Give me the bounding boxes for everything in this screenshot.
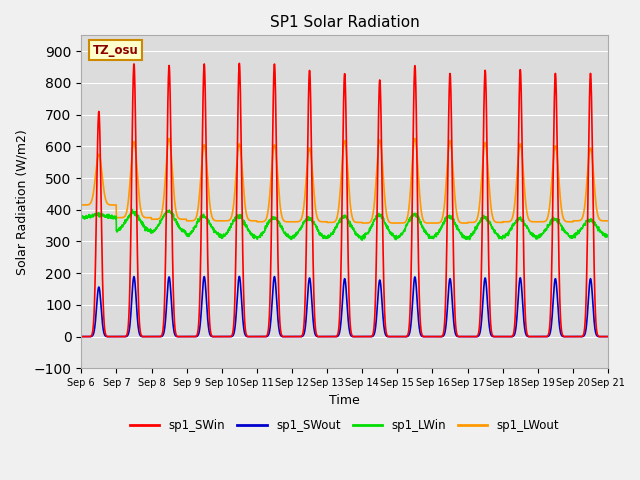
sp1_LWout — [558, 209, 566, 215]
sp1_SWout — [558, 333, 566, 338]
sp1_SWin — [77, 334, 85, 339]
sp1_LWout — [371, 189, 379, 194]
sp1_SWin — [498, 334, 506, 339]
sp1_SWout — [573, 334, 580, 339]
sp1_LWin — [498, 236, 506, 242]
sp1_SWin — [236, 60, 243, 66]
sp1_SWout — [236, 274, 243, 279]
sp1_LWin — [77, 214, 85, 220]
sp1_SWin — [360, 334, 367, 339]
sp1_SWout — [371, 326, 379, 332]
X-axis label: Time: Time — [330, 394, 360, 407]
sp1_LWout — [360, 220, 367, 226]
sp1_LWin — [372, 216, 380, 222]
sp1_LWin — [358, 237, 366, 243]
sp1_LWout — [604, 218, 612, 224]
Title: SP1 Solar Radiation: SP1 Solar Radiation — [270, 15, 420, 30]
sp1_LWin — [360, 234, 368, 240]
Line: sp1_SWout: sp1_SWout — [81, 276, 608, 336]
sp1_LWin — [604, 232, 612, 238]
Line: sp1_LWin: sp1_LWin — [81, 209, 608, 240]
sp1_SWout — [360, 334, 367, 339]
sp1_SWout — [498, 334, 506, 339]
sp1_LWout — [573, 218, 580, 224]
sp1_LWout — [225, 218, 232, 224]
Line: sp1_SWin: sp1_SWin — [81, 63, 608, 336]
sp1_SWin — [558, 329, 566, 335]
sp1_LWout — [464, 220, 472, 226]
sp1_SWin — [225, 334, 232, 339]
sp1_LWin — [558, 224, 566, 229]
sp1_SWout — [604, 334, 612, 339]
sp1_SWin — [371, 300, 379, 306]
sp1_LWin — [573, 230, 580, 236]
sp1_LWout — [498, 219, 506, 225]
sp1_SWin — [604, 334, 612, 339]
Y-axis label: Solar Radiation (W/m2): Solar Radiation (W/m2) — [15, 129, 28, 275]
sp1_SWout — [225, 334, 232, 339]
sp1_LWout — [165, 135, 173, 141]
sp1_SWout — [77, 334, 85, 339]
sp1_LWin — [225, 227, 232, 232]
Line: sp1_LWout: sp1_LWout — [81, 138, 608, 223]
sp1_LWout — [77, 202, 85, 208]
Text: TZ_osu: TZ_osu — [93, 44, 139, 57]
sp1_SWin — [573, 334, 580, 339]
sp1_LWin — [129, 206, 136, 212]
Legend: sp1_SWin, sp1_SWout, sp1_LWin, sp1_LWout: sp1_SWin, sp1_SWout, sp1_LWin, sp1_LWout — [125, 414, 564, 437]
